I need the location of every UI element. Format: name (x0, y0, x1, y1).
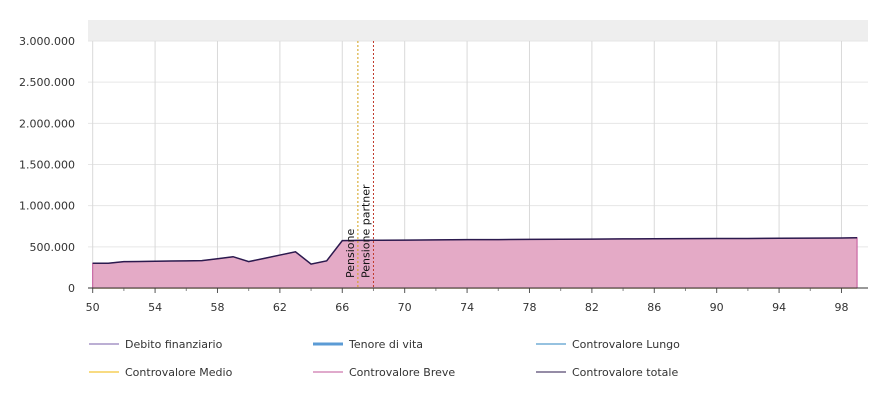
x-tick-label: 54 (148, 301, 162, 314)
legend-label: Controvalore Breve (349, 366, 455, 379)
x-tick-label: 66 (335, 301, 349, 314)
y-tick-label: 2.500.000 (19, 76, 75, 89)
series-area-controvalore-breve (92, 237, 858, 289)
x-tick-label: 78 (522, 301, 536, 314)
series-line-controvalore-totale (92, 237, 858, 265)
legend-label: Tenore di vita (348, 338, 423, 351)
y-tick-label: 3.000.000 (19, 35, 75, 48)
x-tick-label: 74 (460, 301, 474, 314)
x-tick-label: 82 (585, 301, 599, 314)
x-tick-label: 70 (398, 301, 412, 314)
plot-header-band (88, 20, 868, 41)
axis-layer: 0 500.000 1.000.000 1.500.000 2.000.000 2.500… (19, 35, 868, 314)
legend-label: Debito finanziario (125, 338, 223, 351)
y-tick-label: 500.000 (30, 241, 76, 254)
annotation-label: Pensione (344, 229, 357, 278)
x-tick-label: 86 (647, 301, 661, 314)
annotation-layer: Pensione Pensione partner (344, 41, 374, 288)
y-tick-label: 0 (68, 282, 75, 295)
x-tick-label: 50 (86, 301, 100, 314)
x-tick-label: 62 (273, 301, 287, 314)
y-tick-label: 1.000.000 (19, 200, 75, 213)
legend-label: Controvalore Lungo (572, 338, 680, 351)
series-layer (92, 237, 858, 289)
y-tick-label: 1.500.000 (19, 159, 75, 172)
y-tick-label: 2.000.000 (19, 117, 75, 130)
x-tick-label: 94 (772, 301, 786, 314)
x-tick-label: 90 (710, 301, 724, 314)
legend-label: Controvalore totale (572, 366, 678, 379)
legend: Debito finanziario Tenore di vita Controva… (89, 338, 680, 379)
x-tick-label: 58 (210, 301, 224, 314)
x-tick-label: 98 (834, 301, 848, 314)
annotation-label: Pensione partner (359, 184, 372, 278)
legend-label: Controvalore Medio (125, 366, 233, 379)
